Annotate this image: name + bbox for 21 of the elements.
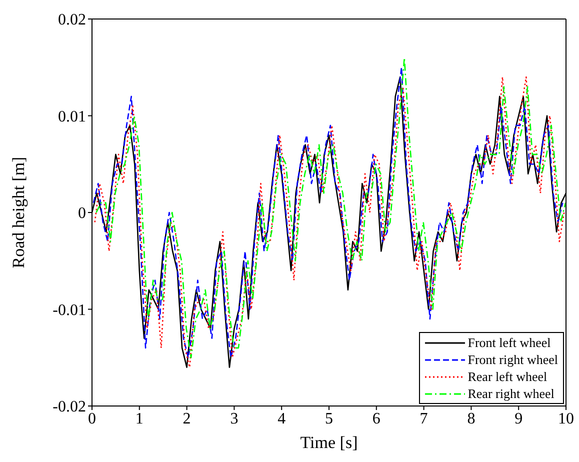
x-tick-label: 7: [420, 410, 428, 428]
x-axis-title: Time [s]: [300, 433, 358, 452]
x-tick-label: 5: [325, 410, 333, 428]
x-tick-label: 3: [230, 410, 238, 428]
x-tick-label: 9: [514, 410, 523, 428]
x-tick-label: 2: [182, 410, 191, 428]
y-tick-label: 0.02: [58, 12, 86, 29]
y-tick-label: -0.02: [52, 398, 86, 416]
legend-label: Rear right wheel: [468, 386, 554, 402]
y-tick-label: -0.01: [52, 302, 86, 319]
x-tick-label: 6: [372, 410, 380, 428]
x-tick-label: 8: [467, 410, 476, 428]
y-axis-title: Road height [m]: [9, 156, 28, 268]
y-tick-label: 0: [78, 205, 86, 222]
x-tick-label: 10: [558, 410, 574, 428]
x-tick-label: 1: [135, 410, 144, 428]
legend-label: Front right wheel: [468, 352, 558, 368]
x-tick-label: 4: [278, 410, 286, 428]
legend-label: Rear left wheel: [468, 368, 548, 384]
y-tick-label: 0.01: [58, 108, 86, 126]
legend-label: Front left wheel: [468, 334, 551, 350]
